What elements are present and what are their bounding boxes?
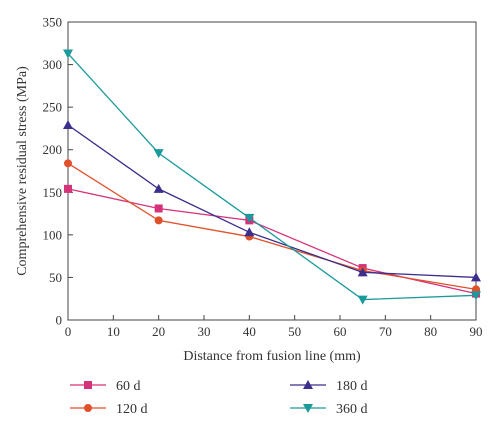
y-tick-label: 200 [43,142,63,157]
x-axis-label: Distance from fusion line (mm) [183,349,361,364]
data-point [64,184,72,193]
x-tick-label: 90 [470,324,483,339]
legend-label: 180 d [336,379,368,394]
series-2 [64,159,480,294]
data-point [244,213,255,223]
x-tick-label: 20 [152,324,165,339]
legend-label: 120 d [116,402,148,417]
legend-item: 360 d [290,402,368,417]
legend-marker [84,404,92,412]
y-axis-label: Comprehensive residual stress (MPa) [15,66,30,276]
x-axis-ticks: 0 10 20 30 40 50 60 70 80 90 [65,315,483,339]
series-3 [63,120,481,282]
legend-label: 60 d [116,379,141,394]
data-point [153,183,164,193]
legend-marker [84,381,92,389]
x-tick-label: 60 [334,324,347,339]
plot-frame [67,21,477,321]
x-tick-label: 70 [379,324,392,339]
data-point [154,216,163,225]
data-point [357,295,368,305]
legend-item: 120 d [70,402,148,417]
series-4 [63,49,481,305]
data-point [471,272,481,282]
legend: 60 d 120 d 180 d 360 d [70,379,368,417]
x-tick-label: 50 [288,324,301,339]
data-point [357,267,368,277]
series-1 [64,184,480,298]
y-tick-label: 100 [43,227,63,242]
y-tick-label: 250 [43,100,63,115]
series-line [67,53,477,301]
series-line [67,162,477,290]
series-layer [63,49,481,305]
legend-marker [303,380,313,389]
legend-item: 60 d [70,379,141,394]
y-tick-label: 300 [43,57,63,72]
y-tick-label: 50 [49,270,62,285]
x-tick-label: 0 [65,324,72,339]
data-point [63,120,73,130]
x-tick-label: 10 [107,324,120,339]
data-point [63,49,73,59]
series-line [67,188,477,295]
legend-marker [303,404,313,413]
data-point [64,159,72,168]
data-point [154,204,163,213]
x-tick-label: 30 [198,324,211,339]
y-tick-label: 150 [43,185,63,200]
data-point [471,291,481,301]
data-point [244,227,255,237]
legend-item: 180 d [290,379,368,394]
y-tick-label: 350 [43,15,63,30]
plot-border [67,21,477,321]
x-tick-label: 40 [243,324,256,339]
data-point [153,149,164,159]
y-axis-ticks: 0 50 100 150 200 250 300 350 [43,15,73,328]
y-tick-label: 0 [56,313,63,328]
legend-label: 360 d [336,402,368,417]
x-tick-label: 80 [424,324,437,339]
